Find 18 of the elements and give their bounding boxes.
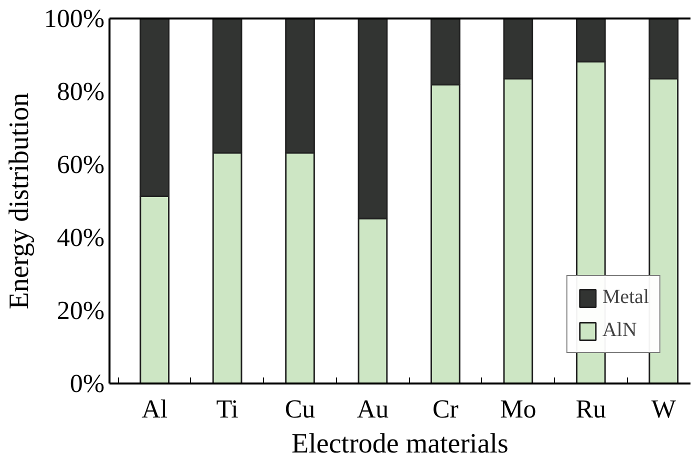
y-axis-title: Energy distribution (4, 92, 35, 310)
x-tick-label: Cu (284, 394, 316, 424)
legend-label: Metal (602, 286, 649, 309)
x-tick-label: Ti (216, 394, 238, 424)
y-tick-label: 40% (56, 223, 105, 252)
x-tick-label: Au (356, 394, 389, 424)
y-tick-label: 60% (56, 150, 105, 179)
y-tick-label: 80% (56, 77, 105, 106)
x-tick-label: Al (142, 394, 168, 424)
y-tick-label: 20% (56, 296, 105, 325)
y-tick-label: 100% (44, 4, 105, 33)
x-axis-title: Electrode materials (292, 428, 508, 460)
y-tick-label: 0% (70, 369, 105, 398)
x-tick-label: Mo (500, 394, 536, 424)
x-tick-label: W (651, 394, 676, 424)
legend-label: AlN (602, 319, 637, 342)
x-tick-label: Ru (576, 394, 606, 424)
x-tick-label: Cr (432, 394, 459, 424)
